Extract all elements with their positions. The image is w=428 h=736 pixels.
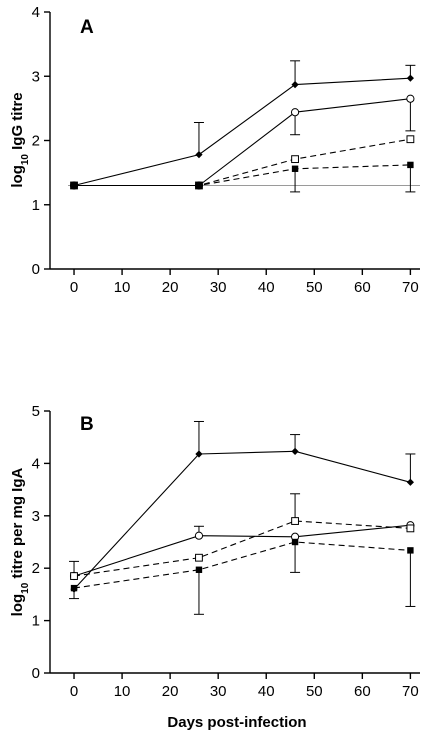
- x-tick-label: 30: [210, 683, 227, 700]
- x-tick-label: 40: [258, 683, 275, 700]
- y-tick-label: 5: [32, 403, 40, 420]
- series-line: [74, 138, 411, 187]
- data-point-square-open: [291, 517, 299, 525]
- x-tick-label: 40: [258, 279, 275, 296]
- data-point-square-open: [406, 135, 415, 144]
- series-line: [73, 520, 411, 577]
- data-point-diamond: [406, 478, 414, 486]
- data-point-square-filled: [291, 538, 299, 546]
- y-tick-label: 3: [32, 508, 40, 525]
- series-line: [73, 450, 411, 590]
- data-point-square-filled: [407, 161, 414, 169]
- x-axis-label: Days post-infection: [167, 714, 306, 731]
- data-point-diamond: [291, 447, 299, 455]
- x-tick-label: 60: [354, 279, 371, 296]
- x-tick-label: 10: [114, 279, 131, 296]
- data-point-square-filled: [195, 182, 203, 189]
- x-tick-label: 70: [402, 683, 419, 700]
- data-point-diamond: [195, 450, 203, 458]
- y-tick-label: 3: [32, 68, 40, 85]
- data-point-square-open: [70, 572, 78, 580]
- panel-label: A: [80, 17, 94, 38]
- series-line: [74, 164, 411, 187]
- y-tick-label: 2: [32, 133, 40, 150]
- data-point-diamond: [291, 81, 299, 89]
- series-3: [70, 161, 416, 193]
- data-point-square-filled: [70, 584, 78, 592]
- x-tick-label: 70: [402, 279, 419, 296]
- y-tick-label: 4: [32, 455, 40, 472]
- y-axis-label: log10 titre per mg IgA: [9, 468, 31, 617]
- y-axis-label-rest: IgG titre: [9, 92, 26, 154]
- data-point-circle: [290, 108, 300, 117]
- y-axis-label: log10 IgG titre: [9, 92, 31, 187]
- series-1: [69, 521, 415, 581]
- series-line: [73, 541, 411, 589]
- x-tick-label: 0: [70, 279, 78, 296]
- x-tick-label: 0: [70, 683, 78, 700]
- y-axis-label-subscript: 10: [20, 582, 31, 594]
- y-tick-label: 0: [32, 665, 40, 682]
- y-axis-label-subscript: 10: [20, 154, 31, 166]
- series-2: [70, 135, 415, 190]
- y-axis-label-main: log: [9, 165, 26, 188]
- x-tick-label: 60: [354, 683, 371, 700]
- x-tick-label: 20: [162, 279, 179, 296]
- series-line: [73, 77, 411, 187]
- x-tick-label: 20: [162, 683, 179, 700]
- x-tick-label: 50: [306, 279, 323, 296]
- series-0: [70, 60, 416, 190]
- y-tick-label: 4: [32, 4, 40, 21]
- data-point-square-open: [195, 553, 203, 562]
- data-point-square-filled: [407, 547, 414, 554]
- data-point-diamond: [406, 74, 414, 82]
- x-tick-label: 10: [114, 683, 131, 700]
- series-1: [69, 94, 416, 190]
- series-0: [70, 420, 416, 593]
- y-tick-label: 1: [32, 197, 40, 214]
- series-line: [73, 524, 411, 577]
- series-3: [69, 538, 416, 615]
- data-point-circle: [194, 531, 204, 540]
- data-point-square-filled: [291, 165, 299, 172]
- x-tick-label: 50: [306, 683, 323, 700]
- x-tick-label: 30: [210, 279, 227, 296]
- series-2: [69, 493, 415, 580]
- data-point-diamond: [195, 151, 203, 159]
- panel-label: B: [80, 414, 94, 435]
- y-tick-label: 0: [32, 261, 40, 278]
- data-point-square-open: [406, 524, 415, 533]
- data-point-square-filled: [195, 566, 203, 573]
- y-tick-label: 2: [32, 560, 40, 577]
- data-point-square-open: [291, 155, 299, 164]
- y-axis-label-rest: titre per mg IgA: [9, 468, 26, 583]
- y-tick-label: 1: [32, 613, 40, 630]
- data-point-square-filled: [70, 182, 78, 189]
- y-axis-label-main: log: [9, 594, 26, 617]
- data-point-circle: [406, 94, 415, 103]
